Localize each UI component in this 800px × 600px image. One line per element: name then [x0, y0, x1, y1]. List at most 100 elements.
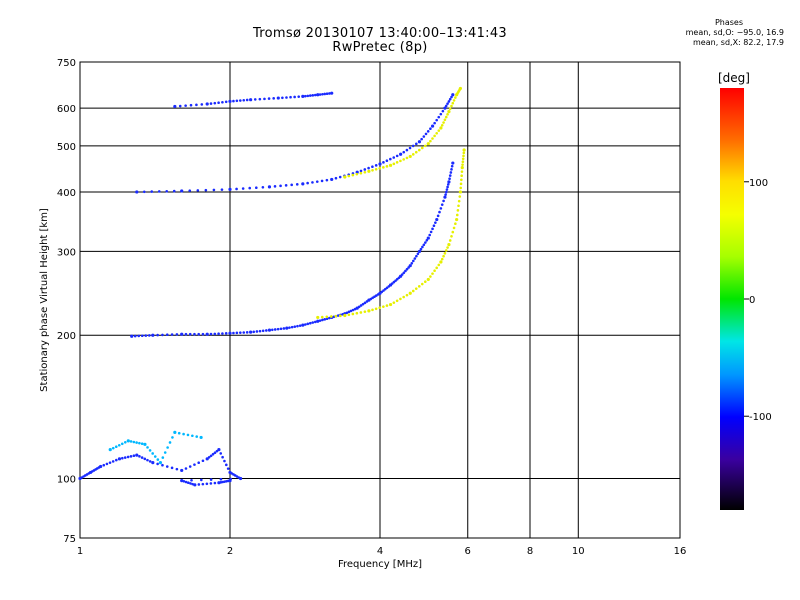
data-point [191, 434, 194, 438]
data-point [249, 330, 253, 334]
data-point [433, 269, 436, 273]
data-point [301, 94, 305, 99]
data-point [200, 478, 203, 482]
y-tick-label: 75 [63, 534, 76, 545]
data-point [289, 95, 292, 99]
x-tick-label: 6 [465, 546, 471, 557]
data-point [439, 207, 443, 210]
phase-title: Phases [714, 18, 744, 27]
data-point [180, 189, 184, 193]
data-point [239, 99, 242, 102]
data-point [371, 169, 374, 172]
data-point [405, 267, 409, 271]
colorbar-tick-label: 100 [749, 178, 768, 189]
data-point [178, 104, 182, 108]
data-point [205, 482, 209, 486]
data-point [219, 452, 223, 455]
data-point [408, 154, 412, 159]
data-point [267, 328, 272, 332]
data-point [382, 289, 385, 292]
data-point [163, 451, 167, 454]
data-point [446, 185, 449, 189]
data-point [431, 227, 434, 231]
data-point [200, 103, 204, 106]
data-point [442, 121, 445, 124]
data-point [325, 178, 329, 182]
data-point [413, 257, 417, 260]
data-point [140, 334, 144, 338]
data-point [371, 308, 374, 312]
data-point [195, 103, 198, 107]
data-point [151, 333, 155, 337]
colorbar [720, 88, 744, 510]
data-point [421, 245, 424, 249]
data-point [180, 332, 184, 336]
data-point [301, 323, 305, 327]
data-point [363, 301, 367, 305]
data-point [273, 185, 277, 188]
data-point [448, 239, 452, 242]
data-point [267, 97, 271, 100]
data-point [328, 92, 331, 95]
data-point [359, 169, 363, 173]
data-point [255, 330, 259, 333]
data-point [378, 167, 382, 170]
data-point [461, 157, 465, 161]
data-point [390, 282, 394, 285]
data-point [320, 179, 324, 183]
data-point [123, 441, 127, 444]
axis-ticks: 1 2 4 6 8 10 16 75 100 200 300 400 500 600 750 [57, 58, 686, 557]
data-point [228, 99, 232, 103]
data-point [448, 107, 452, 111]
data-point [449, 171, 453, 174]
data-point [431, 137, 434, 140]
phase-line-o: mean, sd,O: −95.0, 16.9 [685, 28, 784, 37]
data-point [443, 106, 447, 110]
data-point [440, 203, 444, 206]
data-point [367, 169, 371, 173]
chart-subtitle: RwPretec (8p) [332, 40, 428, 55]
data-point [195, 435, 199, 438]
data-point [460, 174, 463, 178]
data-point [102, 463, 106, 467]
data-point [452, 99, 456, 102]
data-point [371, 165, 374, 169]
data-point [359, 304, 363, 307]
phase-line-x: mean, sd,X: 82.2, 17.9 [693, 38, 784, 47]
data-point [209, 102, 213, 105]
data-point [271, 328, 274, 332]
data-point [444, 190, 448, 194]
data-point [447, 100, 451, 103]
data-point [445, 188, 449, 191]
data-point [355, 311, 359, 315]
data-point [357, 305, 361, 309]
data-point [446, 102, 449, 105]
data-point [140, 442, 144, 446]
data-point [207, 455, 211, 459]
data-point [313, 320, 317, 324]
data-point [308, 321, 312, 325]
data-point [132, 454, 136, 458]
data-point [99, 464, 103, 469]
data-point [276, 327, 280, 331]
data-point [138, 441, 141, 445]
data-point [451, 101, 455, 105]
data-point [235, 99, 239, 103]
data-point [201, 332, 205, 336]
data-point [339, 314, 342, 318]
data-point [249, 98, 253, 102]
data-point [408, 146, 412, 150]
colorbar-unit-label: [deg] [718, 71, 750, 85]
data-point [170, 333, 174, 336]
data-point [201, 482, 205, 486]
data-point [457, 199, 461, 203]
data-point [434, 221, 437, 224]
data-point [411, 289, 415, 293]
data-point [439, 260, 443, 264]
x-tick-label: 1 [77, 546, 83, 557]
data-point [306, 94, 310, 98]
data-point [224, 100, 228, 104]
x-tick-label: 2 [227, 546, 233, 557]
data-point [288, 326, 291, 329]
data-point [330, 91, 334, 95]
